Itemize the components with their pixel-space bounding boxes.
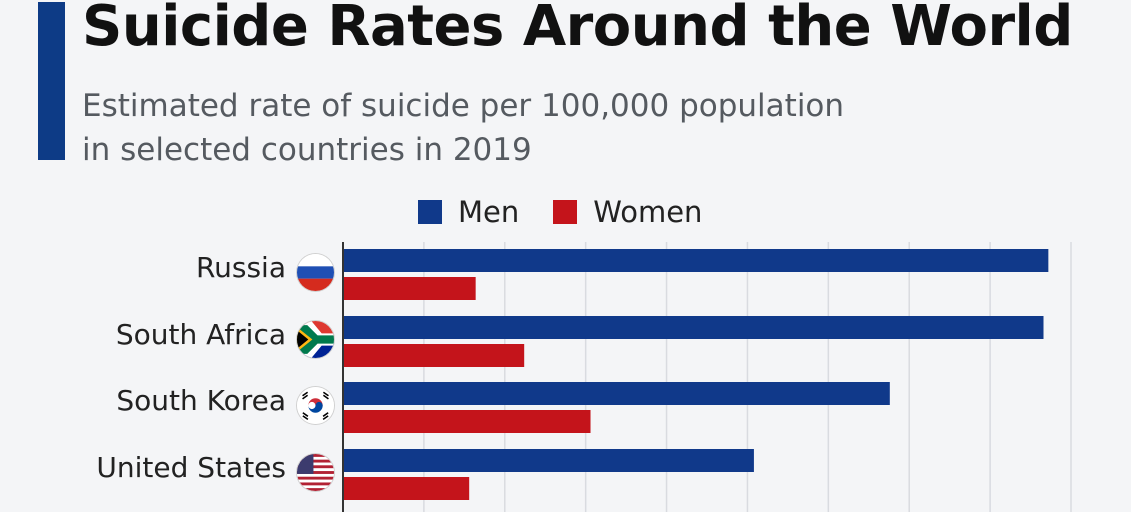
subtitle-line-2: in selected countries in 2019: [82, 132, 532, 168]
south-korea-flag-icon: [297, 387, 334, 424]
legend-item-women: Women: [553, 195, 702, 229]
chart-legend: Men Women: [418, 194, 726, 230]
legend-label-women: Women: [593, 195, 703, 229]
legend-label-men: Men: [458, 195, 520, 229]
category-label-russia: Russia: [195, 251, 286, 284]
bar-south-africa-men: [343, 316, 1044, 339]
category-label-south-korea: South Korea: [116, 384, 286, 417]
bar-south-korea-men: [343, 382, 890, 405]
legend-item-men: Men: [418, 195, 519, 229]
accent-bar: [38, 2, 65, 160]
bar-russia-women: [343, 277, 476, 300]
chart-subtitle: Estimated rate of suicide per 100,000 po…: [82, 84, 962, 172]
bar-united-states-men: [343, 449, 754, 472]
category-label-south-africa: South Africa: [115, 318, 286, 351]
russia-flag-icon: [297, 254, 334, 291]
subtitle-line-1: Estimated rate of suicide per 100,000 po…: [82, 88, 845, 124]
chart-title: Suicide Rates Around the World: [82, 0, 1073, 59]
united-states-flag-icon: [297, 454, 334, 491]
bar-united-states-women: [343, 477, 470, 500]
legend-swatch-men: [418, 200, 442, 224]
category-label-united-states: United States: [96, 451, 286, 484]
bar-russia-men: [343, 249, 1049, 272]
bar-south-africa-women: [343, 344, 525, 367]
south-africa-flag-icon: [297, 321, 334, 358]
bar-south-korea-women: [343, 410, 591, 433]
legend-swatch-women: [553, 200, 578, 224]
